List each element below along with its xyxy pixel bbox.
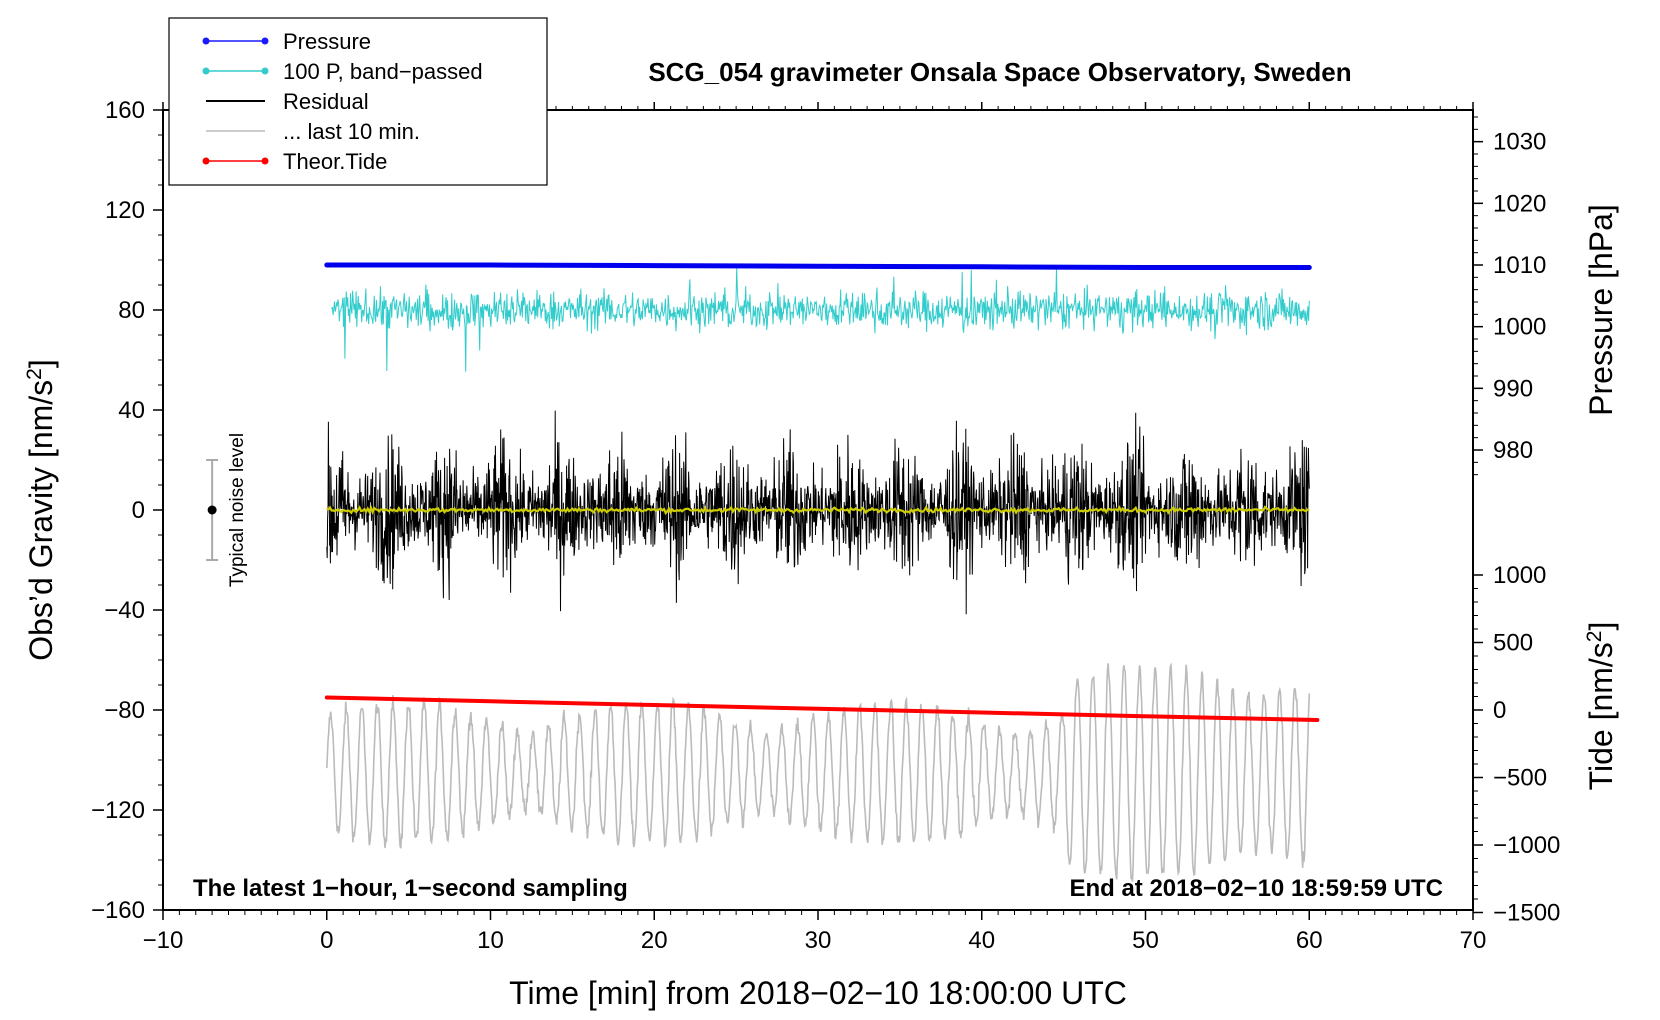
x-tick-label: 30 [805, 927, 832, 954]
y-axis-title-pressure: Pressure [hPa] [1583, 204, 1619, 416]
axes-layer: −10 0 10 20 30 40 50 60 70−160−120−80−4004080120… [91, 97, 1560, 954]
legend-swatch-dot-right [261, 67, 269, 75]
tide-tick-label: 1000 [1493, 562, 1546, 589]
tide-tick-label: −1000 [1493, 832, 1560, 859]
legend-item-label: 100 P, band−passed [283, 59, 483, 84]
noise-bar-label: Typical noise level [227, 433, 248, 587]
series-residual-line [326, 410, 1310, 615]
x-tick-label: 50 [1132, 927, 1159, 954]
series-residual-mean-line [326, 504, 1310, 516]
pressure-tick-label: 1000 [1493, 314, 1546, 341]
x-tick-label: 10 [477, 927, 504, 954]
y-tick-label: −80 [104, 697, 145, 724]
y-tick-label: −160 [91, 897, 145, 924]
legend-item-label: Residual [283, 89, 369, 114]
series-band-passed-line [331, 266, 1310, 372]
pressure-tick-label: 1030 [1493, 129, 1546, 156]
x-tick-label: 40 [968, 927, 995, 954]
noise-bar-center-dot [207, 505, 217, 515]
x-tick-label: 0 [320, 927, 333, 954]
pressure-tick-label: 1010 [1493, 252, 1546, 279]
legend-swatch-dot-left [202, 37, 210, 45]
y-axis-title-gravity: Obs’d Gravity [nm/s2] [23, 359, 60, 661]
pressure-tick-label: 1020 [1493, 190, 1546, 217]
legend-swatch-dot-left [202, 67, 210, 75]
pressure-tick-label: 980 [1493, 437, 1533, 464]
x-tick-label: 70 [1460, 927, 1487, 954]
pressure-tick-label: 990 [1493, 375, 1533, 402]
y-tick-label: 0 [132, 497, 145, 524]
annotation-end-time: End at 2018−02−10 18:59:59 UTC [1069, 875, 1443, 902]
y-tick-label: 40 [118, 397, 145, 424]
x-tick-label: 20 [641, 927, 668, 954]
annotation-latest-hour: The latest 1−hour, 1−second sampling [193, 875, 628, 902]
y-tick-label: −120 [91, 797, 145, 824]
y-tick-label: 120 [105, 197, 145, 224]
x-axis-title: Time [min] from 2018−02−10 18:00:00 UTC [509, 975, 1127, 1011]
chart-title: SCG_054 gravimeter Onsala Space Observat… [648, 57, 1351, 87]
tide-tick-label: −500 [1493, 765, 1547, 792]
noise-level-indicator: Typical noise level [206, 433, 248, 587]
x-tick-label: 60 [1296, 927, 1323, 954]
legend-item-label: Pressure [283, 29, 371, 54]
legend-swatch-dot-left [202, 157, 210, 165]
series-layer [324, 262, 1320, 882]
series-pressure-line [324, 262, 1312, 270]
series-last-10-min-line [326, 662, 1311, 882]
y-tick-label: −40 [104, 597, 145, 624]
y-tick-label: 80 [118, 297, 145, 324]
tide-tick-label: −1500 [1493, 900, 1560, 927]
legend-swatch-dot-right [261, 157, 269, 165]
tide-tick-label: 0 [1493, 697, 1506, 724]
legend: Pressure 100 P, band−passed Residual ... la… [168, 17, 548, 186]
y-axis-title-tide: Tide [nm/s2] [1583, 622, 1620, 791]
y-tick-label: 160 [105, 97, 145, 124]
x-tick-label: −10 [143, 927, 184, 954]
legend-item-label: Theor.Tide [283, 149, 387, 174]
series-theor-tide-line [324, 695, 1320, 722]
tide-tick-label: 500 [1493, 630, 1533, 657]
legend-swatch-dot-right [261, 37, 269, 45]
legend-item-label: ... last 10 min. [283, 119, 420, 144]
